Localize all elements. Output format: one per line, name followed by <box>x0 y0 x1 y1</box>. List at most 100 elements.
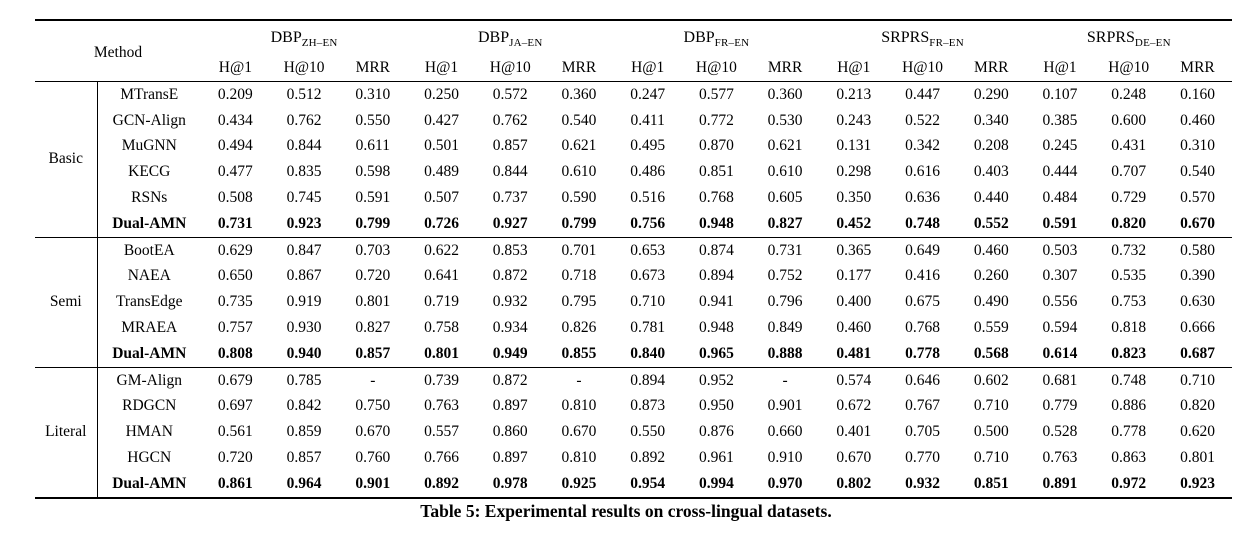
metric-value: 0.753 <box>1111 293 1147 311</box>
metric-value: 0.611 <box>355 137 390 155</box>
metric-value: 0.827 <box>767 214 803 232</box>
metric-value: 0.416 <box>905 267 940 285</box>
metric-value: 0.932 <box>905 474 940 492</box>
metric-value: 0.710 <box>1163 366 1232 394</box>
metric-value: 0.799 <box>355 214 391 232</box>
metric-header-row: H@1 H@10 MRR H@1 H@10 MRR H@1 H@10 MRR H… <box>35 55 1232 82</box>
method-name: TransEdge <box>115 293 183 311</box>
metric-value: 0.290 <box>973 85 1009 103</box>
metric-value: 0.778 <box>905 344 940 362</box>
metric-value: 0.616 <box>905 163 940 181</box>
metric-value: 0.697 <box>217 397 253 415</box>
metric-value: 0.767 <box>905 397 940 415</box>
metric-value: 0.801 <box>424 344 459 362</box>
dataset-name: DBP <box>270 29 302 47</box>
dataset-subscript: JA–EN <box>509 37 543 50</box>
metric-value: 0.919 <box>286 293 322 311</box>
metric-value: 0.701 <box>544 236 614 264</box>
metric-value: 0.772 <box>698 111 734 129</box>
metric-value: 0.888 <box>767 344 803 362</box>
metric-value: 0.894 <box>613 366 683 394</box>
metric-value: 0.440 <box>973 189 1009 207</box>
metric-value: 0.508 <box>217 189 253 207</box>
metric-value: 0.801 <box>355 293 391 311</box>
metric-value: 0.941 <box>698 293 734 311</box>
metric-value: 0.873 <box>630 397 666 415</box>
metric-value: 0.681 <box>1025 366 1095 394</box>
metric-value: 0.650 <box>217 267 253 285</box>
metric-value: 0.948 <box>698 319 734 337</box>
metric-value: 0.528 <box>1042 423 1078 441</box>
metric-value: 0.614 <box>1042 344 1078 362</box>
metric-value: 0.930 <box>286 319 322 337</box>
metric-value: 0.460 <box>1180 111 1215 129</box>
metric-value: 0.857 <box>286 449 322 467</box>
metric-value: 0.590 <box>561 189 597 207</box>
group-literal-body: Literal GM-Align 0.679 0.785-0.739 0.872-0.8… <box>35 366 1232 498</box>
metric-value: 0.248 <box>1111 85 1147 103</box>
metric-header-mrr: MRR <box>767 59 803 76</box>
metric-value: 0.360 <box>767 85 803 103</box>
metric-value: 0.851 <box>698 163 734 181</box>
metric-value: 0.666 <box>1180 319 1215 337</box>
dataset-header-row: Method DBPZH–EN DBPJA–EN DBPFR–EN SRPRSF… <box>35 20 1232 60</box>
metric-value: 0.460 <box>836 319 872 337</box>
metric-value: 0.768 <box>698 189 734 207</box>
metric-value: - <box>338 366 408 394</box>
metric-value: 0.735 <box>217 293 253 311</box>
metric-value: 0.594 <box>1042 319 1078 337</box>
metric-value: 0.949 <box>492 344 528 362</box>
metric-value: 0.757 <box>217 319 253 337</box>
metric-value: 0.835 <box>286 163 322 181</box>
metric-value: 0.250 <box>424 85 459 103</box>
metric-value: 0.131 <box>836 137 872 155</box>
metric-value: 0.994 <box>698 474 734 492</box>
metric-value: 0.808 <box>217 344 253 362</box>
table-row: Literal GM-Align 0.679 0.785-0.739 0.872-0.8… <box>35 366 1232 498</box>
metric-value: 0.577 <box>698 85 734 103</box>
metric-value: 0.177 <box>836 267 872 285</box>
metric-value: 0.948 <box>698 214 734 232</box>
metric-value: 0.486 <box>630 163 666 181</box>
metric-value: 0.610 <box>767 163 803 181</box>
metric-value: 0.477 <box>217 163 253 181</box>
metric-value: 0.444 <box>1042 163 1078 181</box>
metric-value: 0.901 <box>767 397 803 415</box>
group-label-literal: Literal <box>35 366 98 498</box>
metric-value: - <box>750 366 820 394</box>
metric-header-h10: H@10 <box>695 59 737 76</box>
metric-value: 0.731 <box>750 236 820 264</box>
dataset-subscript: DE–EN <box>1134 37 1171 50</box>
dataset-subscript: FR–EN <box>714 37 750 50</box>
metric-value: 0.870 <box>698 137 734 155</box>
table-row: NAEA 0.650 0.867 0.720 0.641 0.872 0.718 0.673 0… <box>35 264 1232 290</box>
metric-value: 0.629 <box>201 236 270 264</box>
method-name: GM-Align <box>97 366 201 394</box>
metric-value: 0.621 <box>561 137 597 155</box>
metric-value: 0.726 <box>424 214 459 232</box>
metric-value: 0.350 <box>836 189 872 207</box>
metric-value: 0.818 <box>1111 319 1147 337</box>
metric-value: 0.481 <box>836 344 872 362</box>
metric-value: 0.385 <box>1042 111 1078 129</box>
metric-value: 0.785 <box>269 366 339 394</box>
metric-value: 0.872 <box>475 366 545 394</box>
metric-value: 0.602 <box>956 366 1026 394</box>
metric-value: 0.245 <box>1042 137 1078 155</box>
table-row: HMAN 0.561 0.859 0.670 0.557 0.860 0.670 0.550 0… <box>35 419 1232 445</box>
metric-value: 0.872 <box>492 267 528 285</box>
dataset-header-dbp-fr-en: DBPFR–EN <box>613 20 819 55</box>
metric-value: 0.307 <box>1042 267 1078 285</box>
metric-value: 0.739 <box>407 366 476 394</box>
metric-value: 0.310 <box>1180 137 1215 155</box>
metric-value: 0.400 <box>836 293 872 311</box>
metric-value: 0.522 <box>905 111 940 129</box>
metric-value: 0.748 <box>1094 366 1164 394</box>
metric-value: 0.923 <box>286 214 322 232</box>
table-row: Semi BootEA 0.629 0.847 0.703 0.622 0.853 0.701… <box>35 236 1232 368</box>
metric-value: 0.719 <box>424 293 459 311</box>
metric-value: 0.827 <box>355 319 391 337</box>
metric-value: 0.810 <box>561 449 597 467</box>
metric-value: 0.826 <box>561 319 597 337</box>
table-row: Basic MTransE 0.209 0.512 0.310 0.250 0.572 0.3… <box>35 81 1232 238</box>
